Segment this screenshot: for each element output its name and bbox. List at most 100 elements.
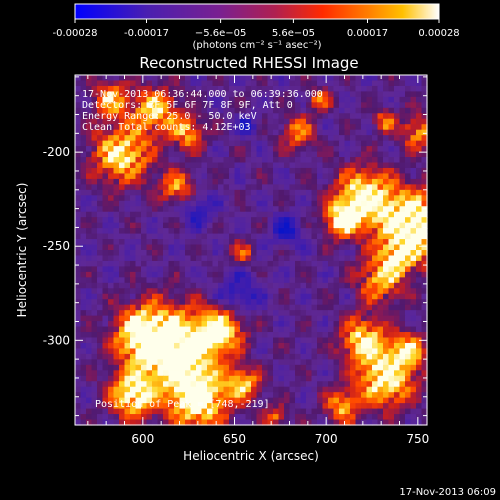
heatmap-cell [355,173,362,180]
heatmap-cell [410,124,417,131]
heatmap-cell [333,167,340,175]
heatmap-cell [102,206,109,213]
heatmap-cell [179,392,186,399]
heatmap-cell [251,118,258,125]
heatmap-cell [355,184,362,191]
heatmap-cell [416,75,423,82]
heatmap-cell [119,282,126,289]
heatmap-cell [124,299,131,306]
heatmap-cell [135,124,142,131]
heatmap-cell [344,386,351,393]
heatmap-cell [256,85,263,93]
heatmap-cell [328,293,335,300]
heatmap-cell [168,239,175,246]
heatmap-cell [207,233,214,240]
heatmap-cell [421,239,428,246]
heatmap-cell [174,146,181,153]
heatmap-cell [102,107,109,114]
heatmap-cell [163,75,170,82]
heatmap-cell [300,359,307,366]
heatmap-cell [344,277,351,284]
heatmap-cell [416,184,423,191]
heatmap-cell [130,75,137,82]
heatmap-cell [80,255,87,262]
heatmap-cell [135,353,142,360]
heatmap-cell [355,167,362,175]
heatmap-cell [141,228,148,235]
heatmap-cell [399,364,406,371]
heatmap-cell [289,75,296,82]
heatmap-cell [339,293,346,300]
heatmap-cell [174,408,181,415]
heatmap-cell [190,135,197,142]
heatmap-cell [91,135,98,142]
heatmap-cell [135,178,142,185]
heatmap-cell [372,250,379,257]
heatmap-cell [108,353,115,360]
heatmap-cell [388,157,395,164]
heatmap-cell [256,146,263,153]
heatmap-cell [80,375,87,382]
heatmap-cell [234,381,241,388]
heatmap-cell [333,277,340,284]
heatmap-cell [102,118,109,125]
heatmap-cell [212,419,219,426]
heatmap-cell [383,337,390,344]
heatmap-cell [388,348,395,355]
heatmap-cell [267,96,274,103]
heatmap-cell [130,321,137,328]
heatmap-cell [295,359,302,366]
heatmap-cell [295,211,302,218]
heatmap-cell [86,206,93,213]
heatmap-cell [394,282,401,289]
heatmap-cell [405,129,412,136]
heatmap-cell [80,96,87,103]
heatmap-cell [207,129,214,136]
heatmap-cell [218,359,225,366]
heatmap-cell [372,129,379,136]
heatmap-cell [196,80,203,87]
heatmap-cell [273,118,280,125]
heatmap-cell [311,255,318,262]
heatmap-cell [185,217,192,224]
heatmap-cell [366,195,373,202]
heatmap-cell [322,102,329,109]
heatmap-cell [212,375,219,382]
heatmap-cell [267,124,274,131]
heatmap-cell [146,321,153,328]
heatmap-cell [278,217,285,224]
heatmap-cell [405,364,412,371]
heatmap-cell [245,96,252,103]
heatmap-cell [333,414,340,421]
heatmap-cell [333,146,340,153]
heatmap-cell [350,239,357,246]
heatmap-cell [295,250,302,257]
heatmap-cell [108,107,115,114]
heatmap-cell [278,381,285,388]
heatmap-cell [229,124,236,131]
heatmap-cell [75,113,82,120]
heatmap-cell [388,80,395,87]
heatmap-cell [361,288,368,295]
heatmap-cell [383,135,390,142]
heatmap-cell [306,260,313,268]
heatmap-cell [146,91,153,98]
heatmap-cell [311,381,318,388]
heatmap-cell [102,408,109,415]
heatmap-cell [361,244,368,251]
heatmap-cell [394,195,401,202]
heatmap-cell [234,162,241,169]
heatmap-cell [355,102,362,109]
heatmap-cell [366,353,373,360]
heatmap-cell [119,178,126,185]
heatmap-cell [80,195,87,202]
heatmap-cell [416,167,423,175]
heatmap-cell [289,91,296,98]
heatmap-cell [311,91,318,98]
heatmap-cell [333,102,340,109]
heatmap-cell [289,129,296,136]
heatmap-cell [212,113,219,120]
heatmap-cell [410,266,417,273]
heatmap-cell [289,80,296,87]
heatmap-cell [152,266,159,273]
